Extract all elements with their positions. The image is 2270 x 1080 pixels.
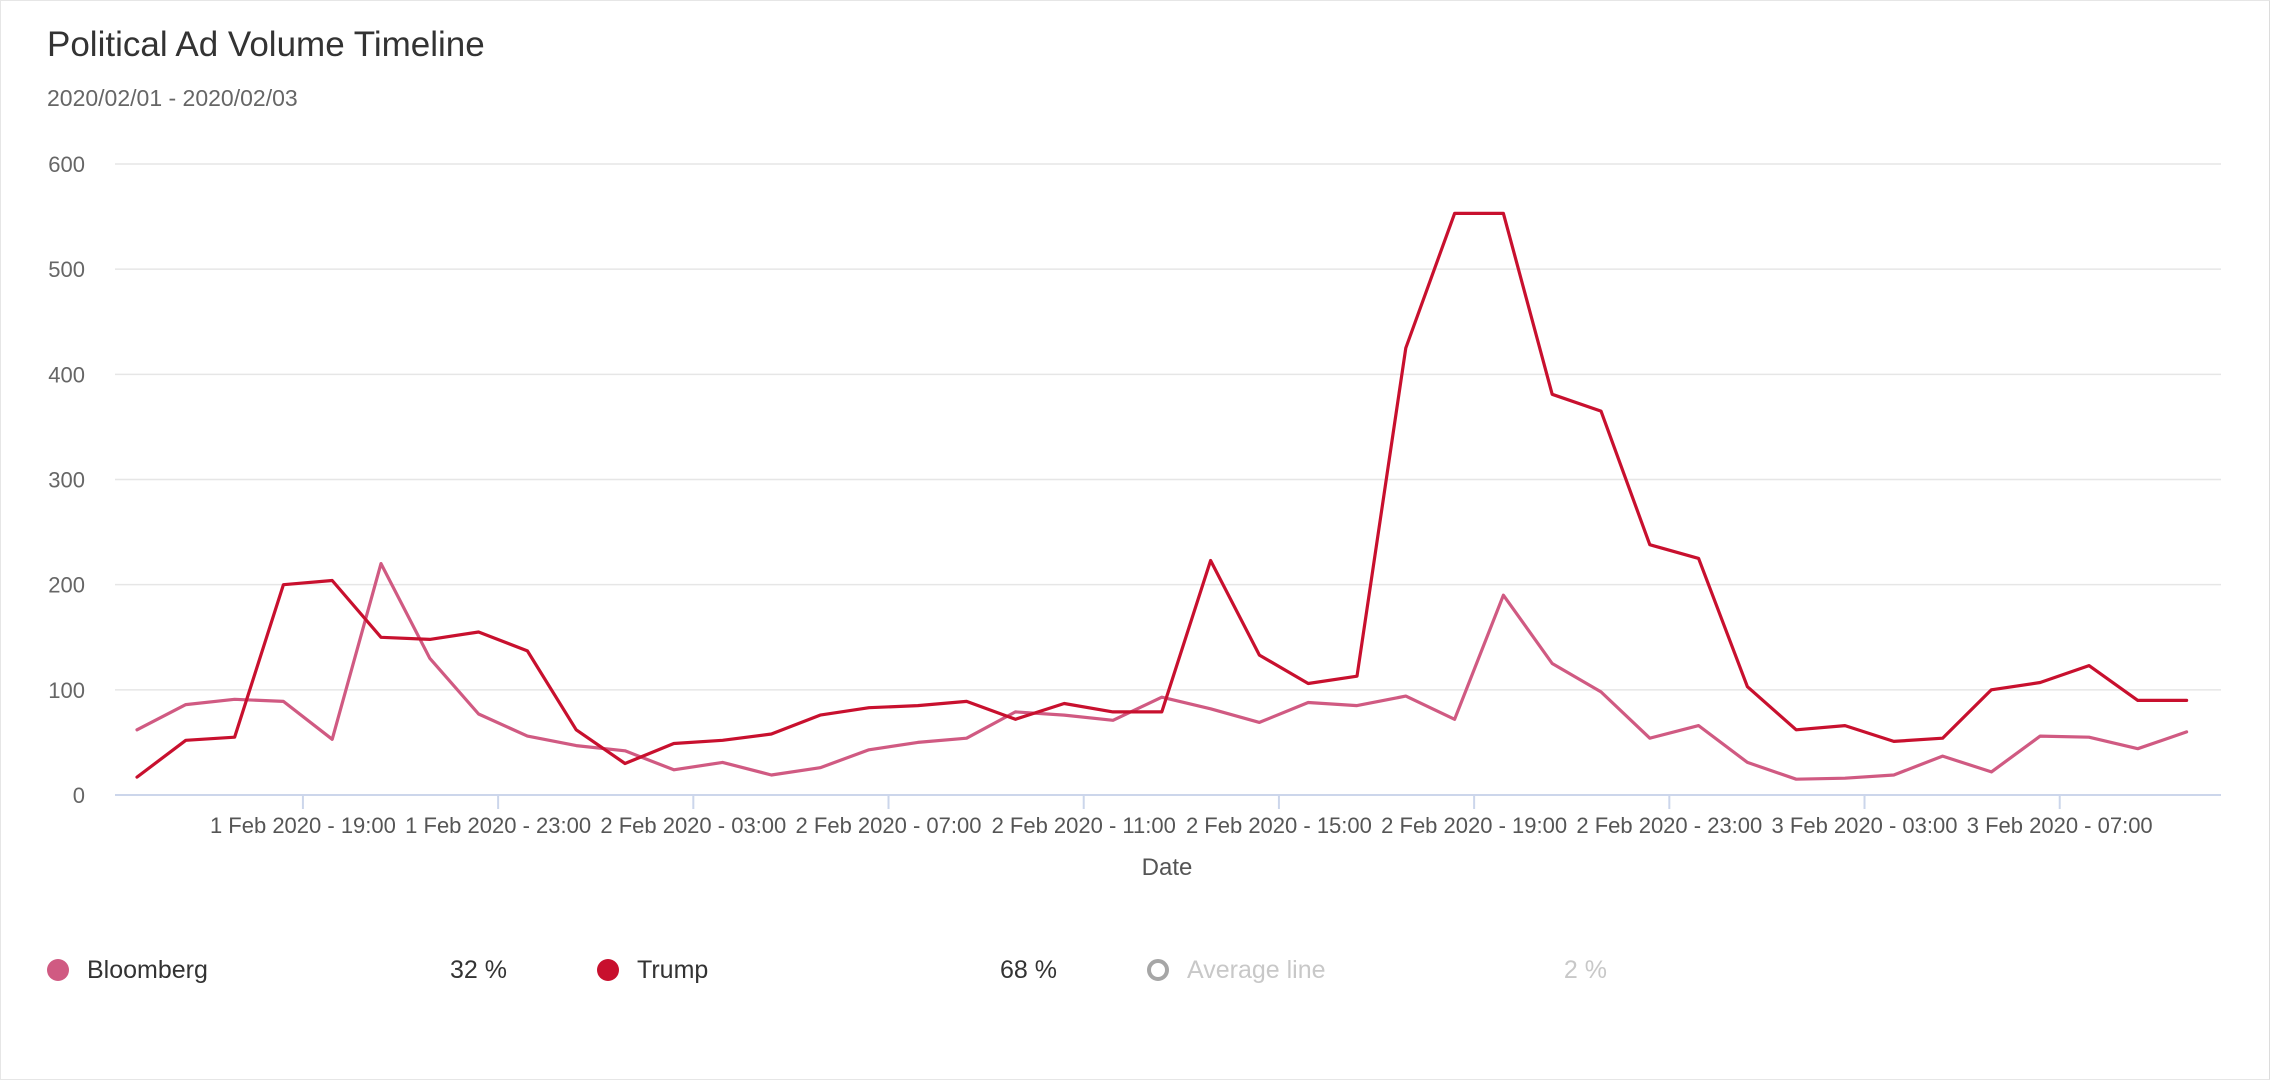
y-axis: 0 100 200 300 400 500 600	[48, 152, 85, 808]
x-tick-label: 2 Feb 2020 - 15:00	[1186, 813, 1372, 838]
x-tick-label: 2 Feb 2020 - 23:00	[1576, 813, 1762, 838]
legend-label: Trump	[637, 955, 709, 984]
x-tick-label: 3 Feb 2020 - 03:00	[1772, 813, 1958, 838]
chart-date-range: 2020/02/01 - 2020/02/03	[47, 85, 298, 111]
chart-title: Political Ad Volume Timeline	[47, 25, 485, 64]
y-tick-label: 500	[48, 257, 85, 282]
legend-item-trump[interactable]: Trump	[597, 945, 708, 995]
legend-marker-trump-icon	[597, 959, 619, 981]
legend-item-average-line[interactable]: Average line	[1147, 945, 1326, 995]
legend-percent: 68 %	[1000, 956, 1057, 984]
gridlines	[115, 163, 2221, 691]
legend-label: Average line	[1187, 955, 1326, 984]
x-tick-label: 2 Feb 2020 - 03:00	[600, 813, 786, 838]
legend-percent: 2 %	[1563, 956, 1607, 984]
legend-item-bloomberg[interactable]: Bloomberg	[47, 945, 208, 995]
y-tick-label: 200	[48, 573, 85, 598]
y-tick-label: 0	[73, 783, 85, 808]
x-axis: 1 Feb 2020 - 19:00 1 Feb 2020 - 23:00 2 Fe…	[115, 794, 2221, 838]
x-tick-label: 1 Feb 2020 - 19:00	[210, 813, 396, 838]
legend-marker-average-icon	[1147, 959, 1169, 981]
legend-label: Bloomberg	[87, 955, 208, 984]
series-lines	[135, 211, 2189, 781]
x-tick-label: 2 Feb 2020 - 07:00	[796, 813, 982, 838]
legend: Bloomberg 32 % Trump 68 % Average line 2…	[1, 945, 1701, 995]
series-line-bloomberg[interactable]	[135, 561, 2189, 781]
x-tick-label: 3 Feb 2020 - 07:00	[1967, 813, 2153, 838]
y-tick-label: 100	[48, 678, 85, 703]
y-tick-label: 600	[48, 152, 85, 177]
x-tick-label: 2 Feb 2020 - 19:00	[1381, 813, 1567, 838]
x-tick-label: 1 Feb 2020 - 23:00	[405, 813, 591, 838]
legend-marker-bloomberg-icon	[47, 959, 69, 981]
y-tick-label: 300	[48, 468, 85, 493]
x-axis-title: Date	[1142, 854, 1193, 881]
y-tick-label: 400	[48, 362, 85, 387]
legend-percent: 32 %	[450, 956, 507, 984]
x-tick-label: 2 Feb 2020 - 11:00	[992, 813, 1176, 838]
series-line-trump[interactable]	[135, 211, 2189, 779]
